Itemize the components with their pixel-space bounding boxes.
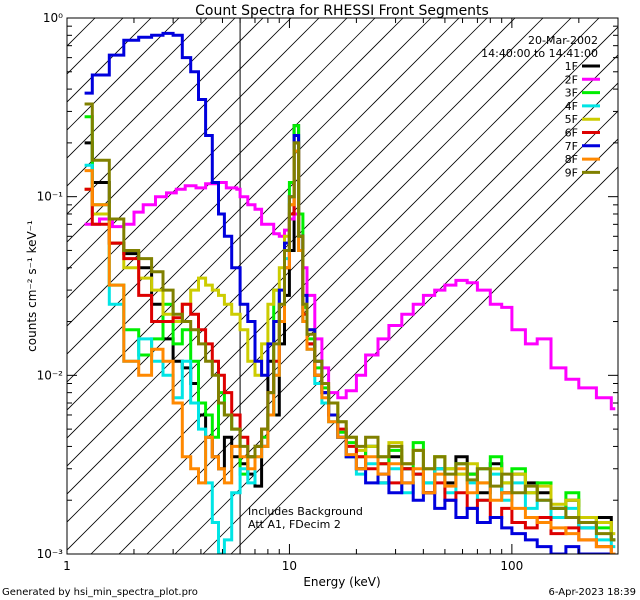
hatch-line bbox=[67, 18, 180, 131]
hatch-line bbox=[202, 138, 618, 554]
hatch-line bbox=[67, 18, 320, 271]
hatch-line bbox=[67, 18, 236, 187]
hatch-line bbox=[67, 18, 124, 75]
hatch-line bbox=[67, 18, 404, 355]
axis-ticks: 1 10 100 10⁻³ 10⁻² 10⁻¹ 10⁰ bbox=[37, 11, 619, 573]
legend-label-3f: 3F bbox=[565, 87, 578, 100]
hatch-line bbox=[67, 18, 292, 243]
hatch-line bbox=[67, 18, 264, 215]
hatch-line bbox=[67, 18, 152, 103]
y-tick-label: 10⁻¹ bbox=[37, 190, 64, 204]
series-layer bbox=[84, 31, 616, 554]
hatch-line bbox=[67, 18, 460, 411]
annotation-attenuator: Att A1, FDecim 2 bbox=[248, 518, 341, 531]
x-tick-label: 1 bbox=[63, 559, 71, 573]
hatch-line bbox=[90, 26, 618, 554]
chart-title: Count Spectra for RHESSI Front Segments bbox=[195, 3, 489, 19]
hatch-line bbox=[67, 18, 488, 439]
series-line-7f bbox=[84, 31, 616, 554]
footer-date: 6-Apr-2023 18:39 bbox=[549, 587, 636, 598]
series-line-3f bbox=[84, 115, 616, 542]
hatch-line bbox=[67, 18, 516, 467]
legend-label-4f: 4F bbox=[565, 100, 578, 113]
footer-generated-by: Generated by hsi_min_spectra_plot.pro bbox=[2, 587, 198, 598]
time-range-label: 14:40:00 to 14:41:00 bbox=[481, 47, 598, 60]
x-axis-label: Energy (keV) bbox=[303, 575, 380, 589]
legend-label-7f: 7F bbox=[565, 140, 578, 153]
plot-frame bbox=[66, 17, 619, 555]
y-tick-label: 10⁰ bbox=[43, 11, 63, 25]
legend-label-9f: 9F bbox=[565, 166, 578, 179]
annotation-background: Includes Background bbox=[248, 505, 363, 518]
series-line-9f bbox=[84, 102, 616, 542]
hatch-line bbox=[67, 18, 208, 159]
legend-label-5f: 5F bbox=[565, 113, 578, 126]
date-label: 20-Mar-2002 bbox=[528, 34, 598, 47]
legend-label-8f: 8F bbox=[565, 153, 578, 166]
series-line-2f bbox=[84, 181, 616, 411]
hatch-line bbox=[174, 110, 618, 554]
hatch-line bbox=[118, 54, 618, 554]
legend-label-6f: 6F bbox=[565, 127, 578, 140]
hatch-line bbox=[230, 166, 618, 554]
hatch-line bbox=[67, 18, 600, 551]
legend-label-1f: 1F bbox=[565, 60, 578, 73]
hatched-region bbox=[67, 18, 618, 554]
hatch-line bbox=[67, 18, 544, 495]
x-tick-label: 100 bbox=[500, 559, 523, 573]
legend-label-2f: 2F bbox=[565, 73, 578, 86]
x-tick-label: 10 bbox=[282, 559, 297, 573]
hatch-line bbox=[67, 18, 348, 299]
y-tick-label: 10⁻³ bbox=[37, 547, 64, 561]
y-axis-label: counts cm⁻² s⁻¹ keV⁻¹ bbox=[25, 220, 39, 352]
series-line-5f bbox=[84, 149, 616, 536]
hatch-line bbox=[67, 18, 96, 47]
y-tick-label: 10⁻² bbox=[37, 368, 64, 382]
hatch-line bbox=[67, 18, 376, 327]
